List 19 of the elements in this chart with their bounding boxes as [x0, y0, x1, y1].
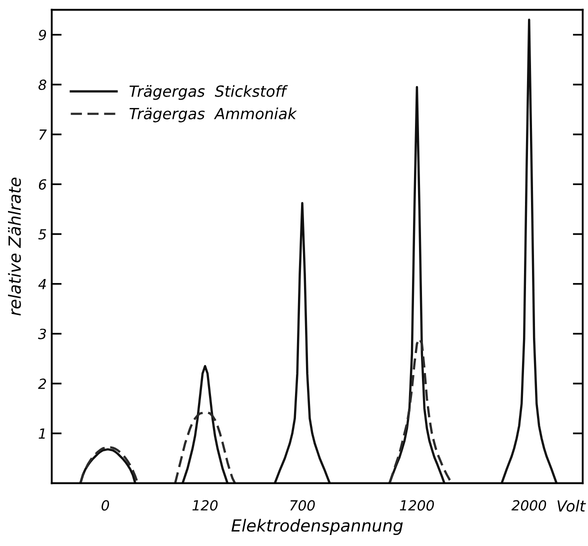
y-axis-title: relative Zählrate [8, 178, 21, 316]
x-tick-label: 1200 [400, 500, 434, 511]
legend-label: Trägergas Stickstoff [130, 85, 288, 100]
y-tick-label: 7 [39, 130, 47, 140]
y-tick-label: 4 [38, 279, 46, 290]
text: Volt [558, 500, 586, 512]
y-tick-label: 9 [38, 30, 46, 40]
y-tick-label: 1 [38, 428, 45, 439]
x-tick-label: 120 [192, 500, 218, 511]
y-tick-label: 6 [38, 179, 46, 190]
y-tick-label: 5 [38, 229, 46, 240]
y-tick-label: 2 [38, 378, 46, 389]
x-axis-title: Elektrodenspannung [231, 518, 403, 536]
y-tick-label: 8 [38, 80, 46, 90]
x-tick-label: 0 [102, 500, 110, 511]
x-tick-label: 700 [290, 500, 315, 511]
x-tick-label: 2000 [511, 500, 546, 511]
legend-label: Trägergas Ammoniak [130, 108, 297, 122]
y-tick-label: 3 [38, 328, 46, 340]
